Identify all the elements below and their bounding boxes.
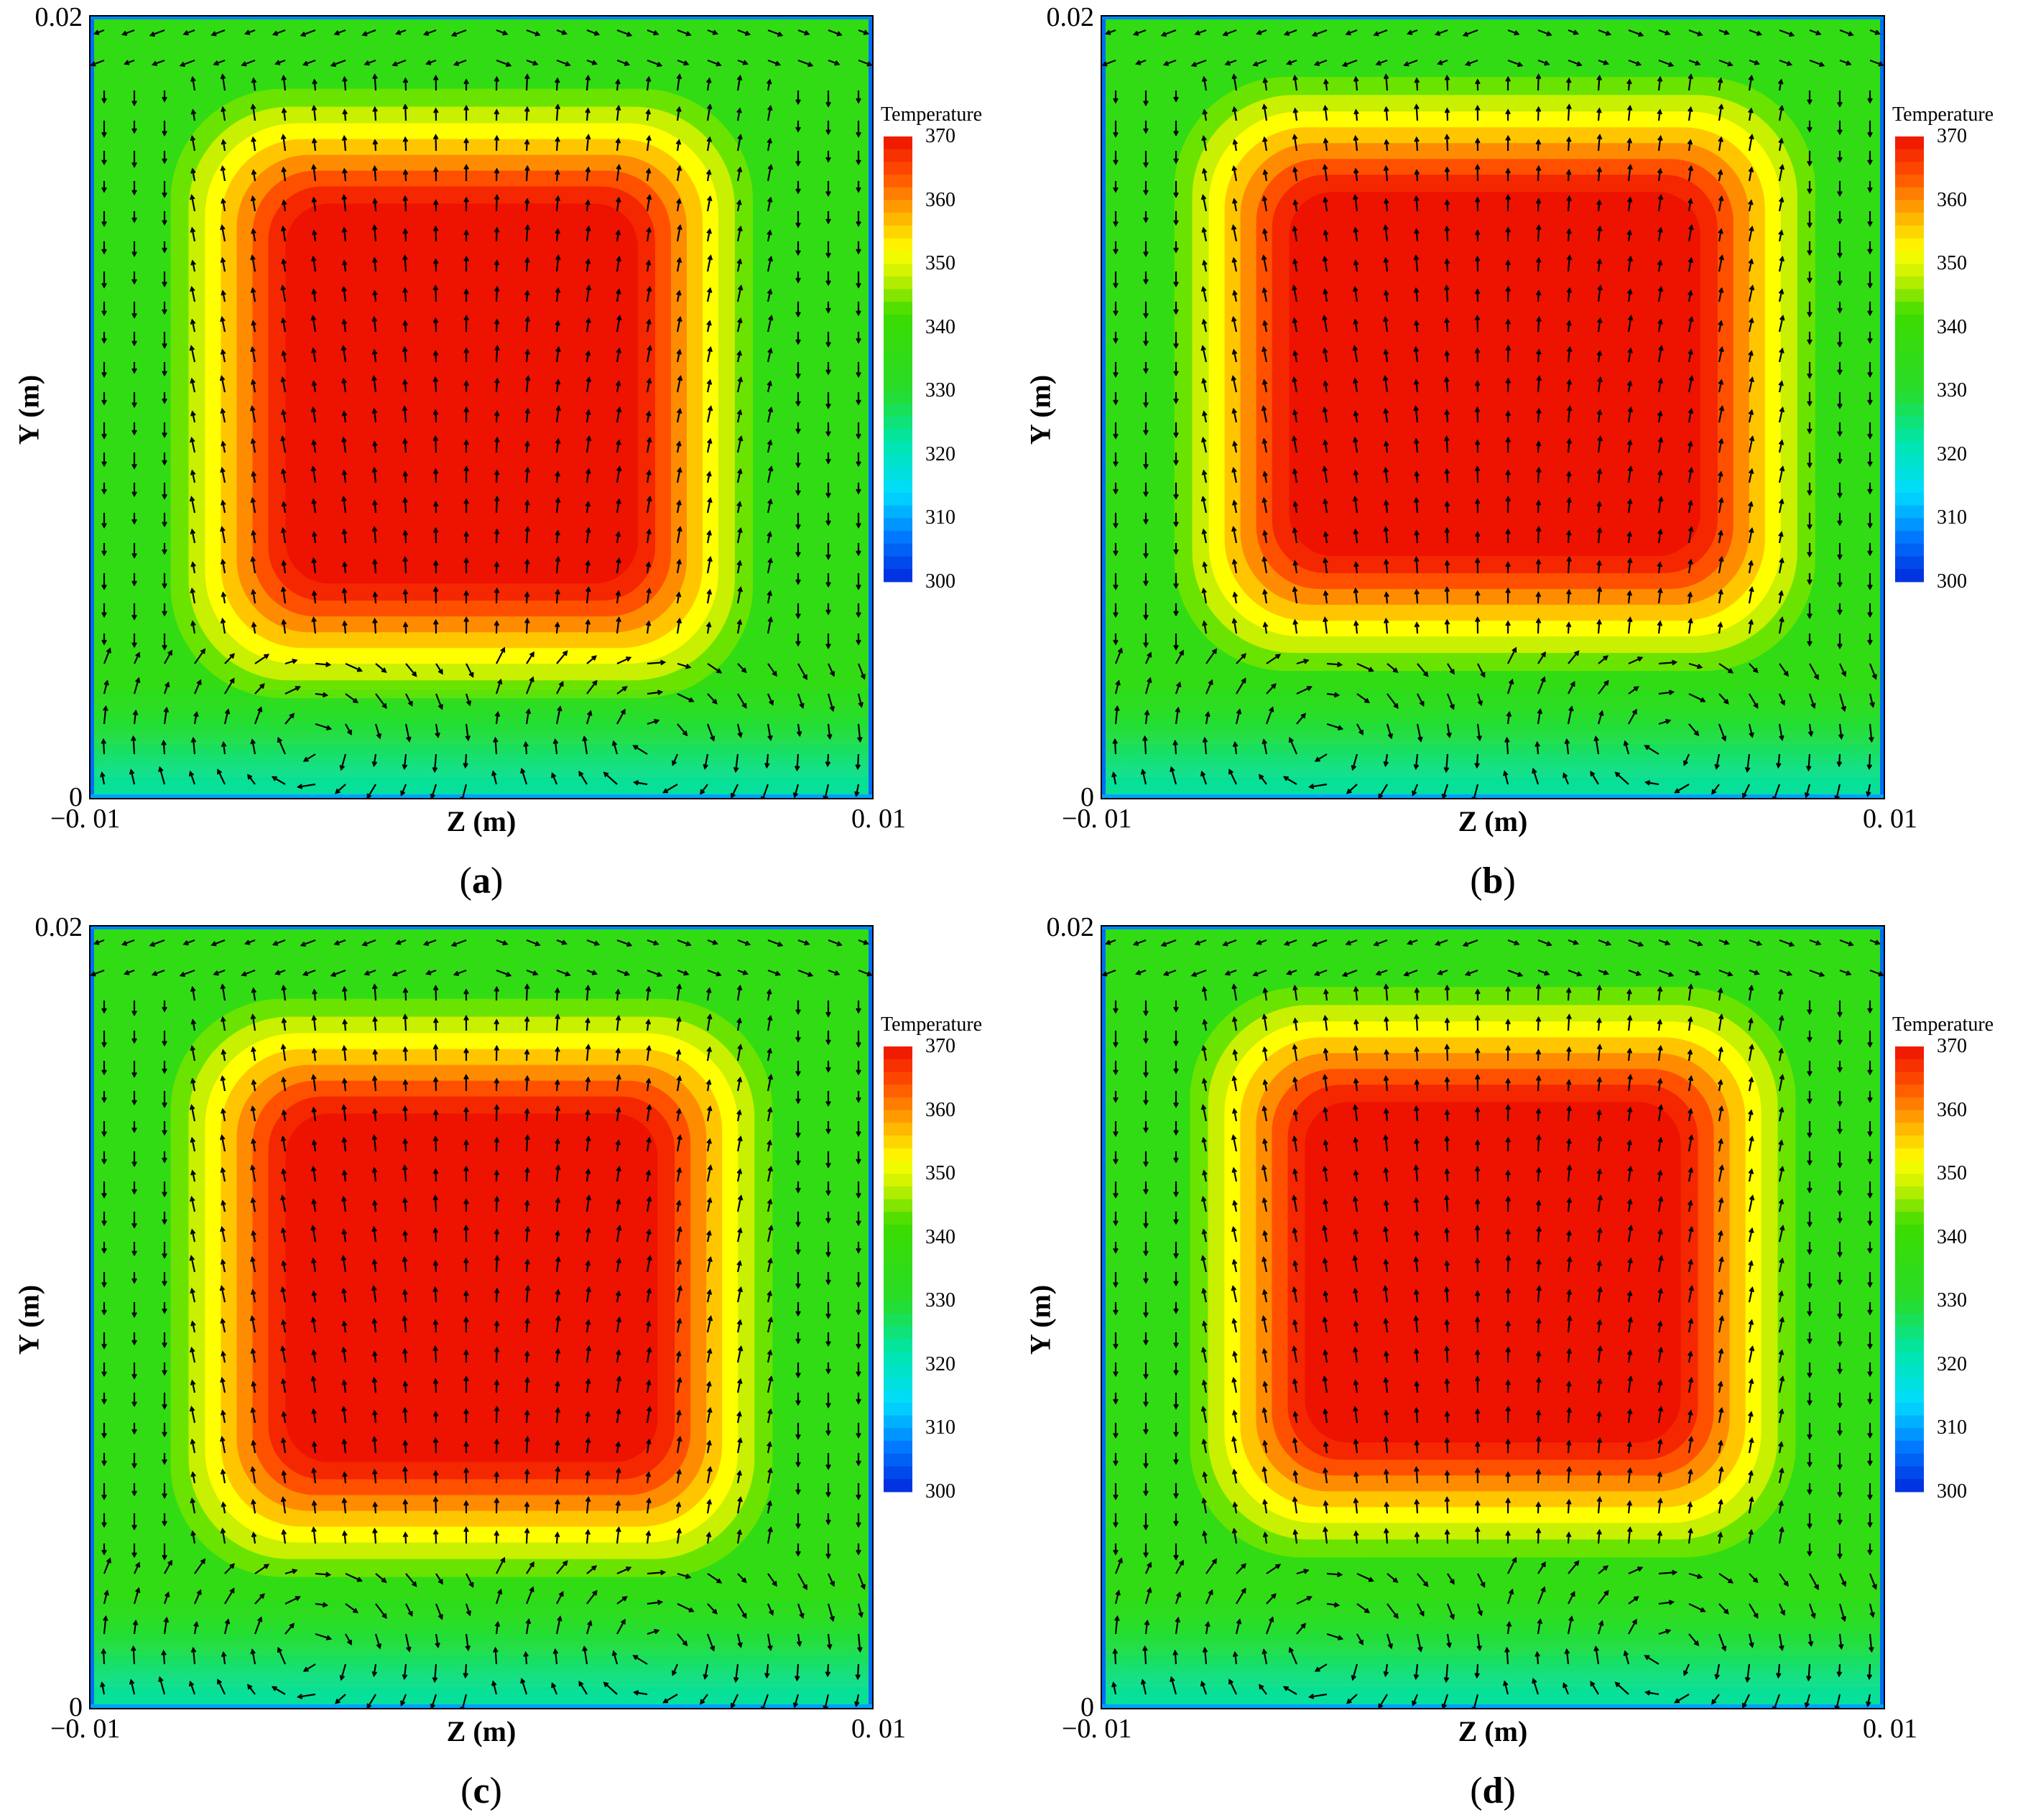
colorbar-tick: 300 — [1937, 1480, 1967, 1503]
colorbar — [884, 136, 912, 582]
panel-a: 0.02 0 −0. 01 0. 01 Z (m) Y (m) Temperature 370… — [0, 0, 1012, 910]
x-tick-right: 0. 01 — [1863, 804, 1917, 834]
colorbar — [884, 1046, 912, 1492]
x-tick-left: −0. 01 — [50, 804, 121, 834]
x-axis-title: Z (m) — [446, 1715, 517, 1747]
colorbar-tick: 350 — [925, 252, 955, 275]
x-tick-right: 0. 01 — [851, 804, 906, 834]
y-tick-top: 0.02 — [34, 2, 83, 32]
panel-caption: (b) — [1470, 860, 1516, 901]
plot-frame — [89, 15, 874, 799]
colorbar-tick: 330 — [925, 379, 955, 402]
plot-frame — [1101, 15, 1885, 799]
y-tick-bottom: 0 — [69, 782, 83, 812]
colorbar-tick: 310 — [925, 1416, 955, 1439]
colorbar-tick: 310 — [1937, 506, 1967, 529]
colorbar-tick: 330 — [1937, 379, 1967, 402]
temperature-field — [1101, 16, 1884, 799]
x-tick-left: −0. 01 — [1062, 804, 1132, 834]
colorbar-title: Temperature — [1892, 1013, 1994, 1036]
x-axis-title: Z (m) — [446, 805, 517, 837]
contour-plot-svg — [89, 925, 912, 1709]
x-axis-title: Z (m) — [1458, 805, 1528, 837]
panel-caption: (d) — [1470, 1770, 1516, 1811]
y-tick-top: 0.02 — [1046, 912, 1095, 942]
colorbar-tick: 300 — [925, 570, 955, 593]
panel-caption-letter: b — [1482, 860, 1504, 901]
panel-caption-letter: d — [1482, 1770, 1504, 1811]
colorbar-tick: 370 — [925, 125, 955, 147]
y-axis-title: Y (m) — [12, 1284, 45, 1355]
colorbar-tick: 330 — [1937, 1289, 1967, 1312]
x-tick-right: 0. 01 — [1863, 1714, 1917, 1744]
colorbar — [1895, 1046, 1924, 1492]
contour-plot-svg — [1101, 925, 1924, 1709]
y-axis-title: Y (m) — [1024, 1284, 1057, 1355]
colorbar-tick: 320 — [1937, 442, 1967, 465]
contour-plot-svg — [1101, 15, 1924, 799]
colorbar-tick: 350 — [925, 1162, 955, 1185]
colorbar-tick: 300 — [1937, 570, 1967, 593]
x-tick-left: −0. 01 — [50, 1714, 121, 1744]
colorbar-tick: 340 — [1937, 1225, 1967, 1248]
panel-c: 0.02 0 −0. 01 0. 01 Z (m) Y (m) Temperature 370… — [0, 910, 1012, 1820]
colorbar-tick: 320 — [925, 1352, 955, 1375]
colorbar-title: Temperature — [881, 103, 983, 126]
colorbar-tick: 350 — [1937, 1162, 1967, 1185]
colorbar-tick: 340 — [925, 315, 955, 338]
colorbar-title: Temperature — [1892, 103, 1994, 126]
velocity-vectors — [1101, 29, 1884, 799]
panel-b: 0.02 0 −0. 01 0. 01 Z (m) Y (m) Temperature 370… — [1012, 0, 2023, 910]
y-axis-title: Y (m) — [12, 374, 45, 445]
colorbar-tick: 370 — [1937, 125, 1967, 147]
colorbar-tick: 320 — [1937, 1352, 1967, 1375]
x-tick-left: −0. 01 — [1062, 1714, 1132, 1744]
y-tick-bottom: 0 — [1080, 1692, 1094, 1722]
velocity-vectors — [90, 29, 873, 799]
temperature-field — [90, 16, 873, 799]
colorbar-tick: 310 — [1937, 1416, 1967, 1439]
velocity-vectors — [90, 939, 873, 1709]
plot-frame — [89, 925, 874, 1709]
colorbar-tick: 360 — [1937, 188, 1967, 211]
panel-caption: (c) — [460, 1770, 502, 1811]
colorbar — [1895, 136, 1924, 582]
temperature-field — [1101, 926, 1884, 1709]
panel-caption-letter: c — [473, 1770, 490, 1811]
panel-caption: (a) — [459, 860, 504, 901]
panel-caption-letter: a — [472, 860, 491, 901]
y-tick-top: 0.02 — [1046, 2, 1095, 32]
plot-frame — [1101, 925, 1885, 1709]
temperature-field — [90, 926, 873, 1709]
colorbar-tick: 300 — [925, 1480, 955, 1503]
y-axis-title: Y (m) — [1024, 374, 1057, 445]
x-axis-title: Z (m) — [1458, 1715, 1528, 1747]
colorbar-tick: 370 — [925, 1035, 955, 1057]
colorbar-tick: 330 — [925, 1289, 955, 1312]
colorbar-title: Temperature — [881, 1013, 983, 1036]
panel-d: 0.02 0 −0. 01 0. 01 Z (m) Y (m) Temperature 370… — [1012, 910, 2023, 1820]
colorbar-tick: 360 — [925, 188, 955, 211]
contour-plot-svg — [89, 15, 912, 799]
y-tick-top: 0.02 — [34, 912, 83, 942]
x-tick-right: 0. 01 — [851, 1714, 906, 1744]
colorbar-tick: 310 — [925, 506, 955, 529]
colorbar-tick: 360 — [925, 1098, 955, 1121]
y-tick-bottom: 0 — [69, 1692, 83, 1722]
colorbar-tick: 370 — [1937, 1035, 1967, 1057]
colorbar-tick: 360 — [1937, 1098, 1967, 1121]
colorbar-tick: 340 — [1937, 315, 1967, 338]
colorbar-tick: 350 — [1937, 252, 1967, 275]
velocity-vectors — [1101, 939, 1884, 1709]
y-tick-bottom: 0 — [1080, 782, 1094, 812]
colorbar-tick: 320 — [925, 442, 955, 465]
colorbar-tick: 340 — [925, 1225, 955, 1248]
